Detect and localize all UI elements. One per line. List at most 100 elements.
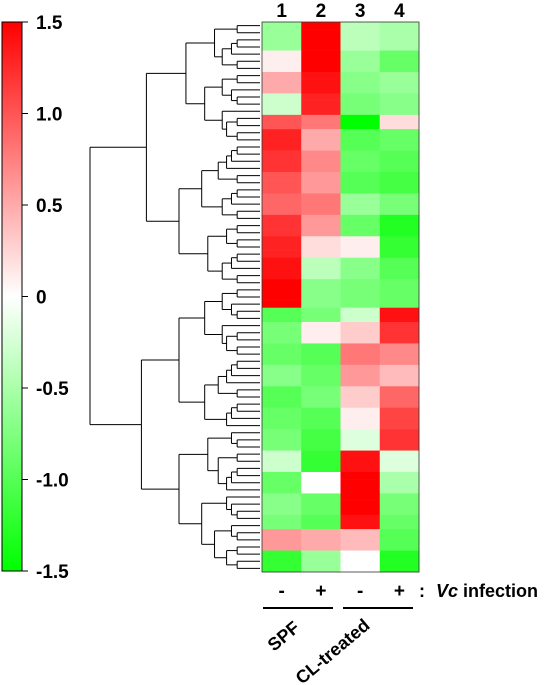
column-labels: 1 2 3 4	[276, 1, 405, 22]
heatmap-cell	[262, 486, 302, 494]
heatmap-cell	[379, 372, 420, 380]
heatmap-cell	[262, 222, 302, 230]
heatmap-cell	[340, 57, 381, 66]
heatmap-cell	[262, 114, 302, 123]
heatmap-cell	[301, 186, 341, 194]
heatmap-cell	[262, 107, 302, 116]
heatmap-cell	[340, 336, 381, 344]
heatmap-cell	[340, 243, 381, 251]
heatmap-cell	[340, 443, 381, 451]
heatmap-cell	[262, 193, 302, 201]
heatmap-cell	[301, 93, 341, 101]
heatmap-cell	[379, 157, 420, 166]
heatmap-cell	[340, 314, 381, 323]
heatmap-cell	[340, 272, 381, 280]
heatmap-cell	[379, 243, 420, 251]
heatmap-cell	[262, 264, 302, 273]
heatmap-cell	[379, 293, 420, 301]
heatmap-cell	[379, 107, 420, 116]
heatmap-cell	[340, 250, 381, 259]
heatmap-cell	[262, 407, 302, 416]
heatmap-cell	[301, 522, 341, 530]
heatmap-cell	[262, 550, 302, 559]
column-label: 1	[276, 1, 287, 22]
color-scale-tick-label: 0	[36, 288, 47, 309]
color-scale-tick-label: 0.5	[36, 196, 63, 217]
heatmap-cell	[301, 36, 341, 44]
heatmap-cell	[262, 207, 302, 216]
heatmap-cell	[340, 207, 381, 216]
heatmap-cell	[379, 322, 420, 330]
heatmap-cell	[301, 307, 341, 316]
heatmap-cell	[340, 100, 381, 109]
row-dendrogram	[89, 25, 260, 569]
heatmap-cell	[340, 379, 381, 387]
heatmap-cell	[379, 500, 420, 509]
heatmap-cell	[301, 172, 341, 180]
heatmap-cell	[262, 322, 302, 330]
group-label-spf: SPF	[264, 617, 304, 655]
heatmap-cell	[301, 343, 341, 351]
heatmap-cells	[262, 22, 420, 573]
heatmap-cell	[262, 64, 302, 73]
heatmap-cell	[379, 386, 420, 394]
heatmap-cell	[379, 479, 420, 487]
heatmap-cell	[379, 172, 420, 180]
heatmap-cell	[301, 529, 341, 537]
heatmap-cell	[379, 343, 420, 351]
heatmap-cell	[340, 557, 381, 566]
heatmap-cell	[301, 207, 341, 216]
heatmap-cell	[301, 107, 341, 116]
heatmap-cell	[301, 464, 341, 473]
heatmap-cell	[262, 36, 302, 44]
heatmap-cell	[262, 50, 302, 59]
heatmap-cell	[301, 272, 341, 280]
heatmap-cell	[379, 72, 420, 80]
heatmap-cell	[301, 372, 341, 380]
heatmap-cell	[340, 36, 381, 44]
heatmap-cell	[301, 243, 341, 251]
heatmap-cell	[301, 450, 341, 459]
heatmap-cell	[262, 443, 302, 451]
heatmap-cell	[301, 336, 341, 344]
heatmap-cell	[379, 100, 420, 109]
heatmap-cell	[262, 300, 302, 309]
heatmap-cell	[301, 329, 341, 337]
heatmap-cell	[301, 79, 341, 87]
heatmap-cell	[262, 429, 302, 437]
heatmap-cell	[340, 322, 381, 330]
heatmap-cell	[340, 357, 381, 366]
heatmap-cell	[340, 222, 381, 230]
heatmap-cell	[340, 479, 381, 487]
heatmap-cell	[262, 72, 302, 80]
heatmap-cell	[340, 143, 381, 151]
heatmap-cell	[262, 500, 302, 509]
heatmap-cell	[262, 336, 302, 344]
heatmap-cell	[379, 357, 420, 366]
heatmap-cell	[262, 179, 302, 187]
heatmap-cell	[301, 472, 341, 480]
heatmap-cell	[262, 457, 302, 466]
heatmap-cell	[301, 543, 341, 551]
heatmap-cell	[262, 493, 302, 501]
heatmap-cell	[301, 493, 341, 501]
heatmap-cell	[340, 507, 381, 516]
heatmap-cell	[262, 86, 302, 94]
infection-sign: +	[394, 581, 405, 602]
heatmap-cell	[379, 307, 420, 316]
heatmap-cell	[262, 250, 302, 259]
heatmap-cell	[379, 407, 420, 416]
heatmap-cell	[301, 286, 341, 294]
heatmap-cell	[262, 186, 302, 194]
heatmap-cell	[301, 229, 341, 237]
heatmap-border	[261, 21, 420, 573]
group-label-cl-treated: CL-treated	[292, 615, 374, 685]
heatmap-cell	[379, 529, 420, 537]
heatmap-cell	[262, 507, 302, 516]
heatmap-cell	[379, 400, 420, 409]
heatmap-cell	[262, 200, 302, 209]
heatmap-cell	[379, 207, 420, 216]
heatmap-cell	[301, 29, 341, 37]
heatmap-cell	[340, 500, 381, 509]
